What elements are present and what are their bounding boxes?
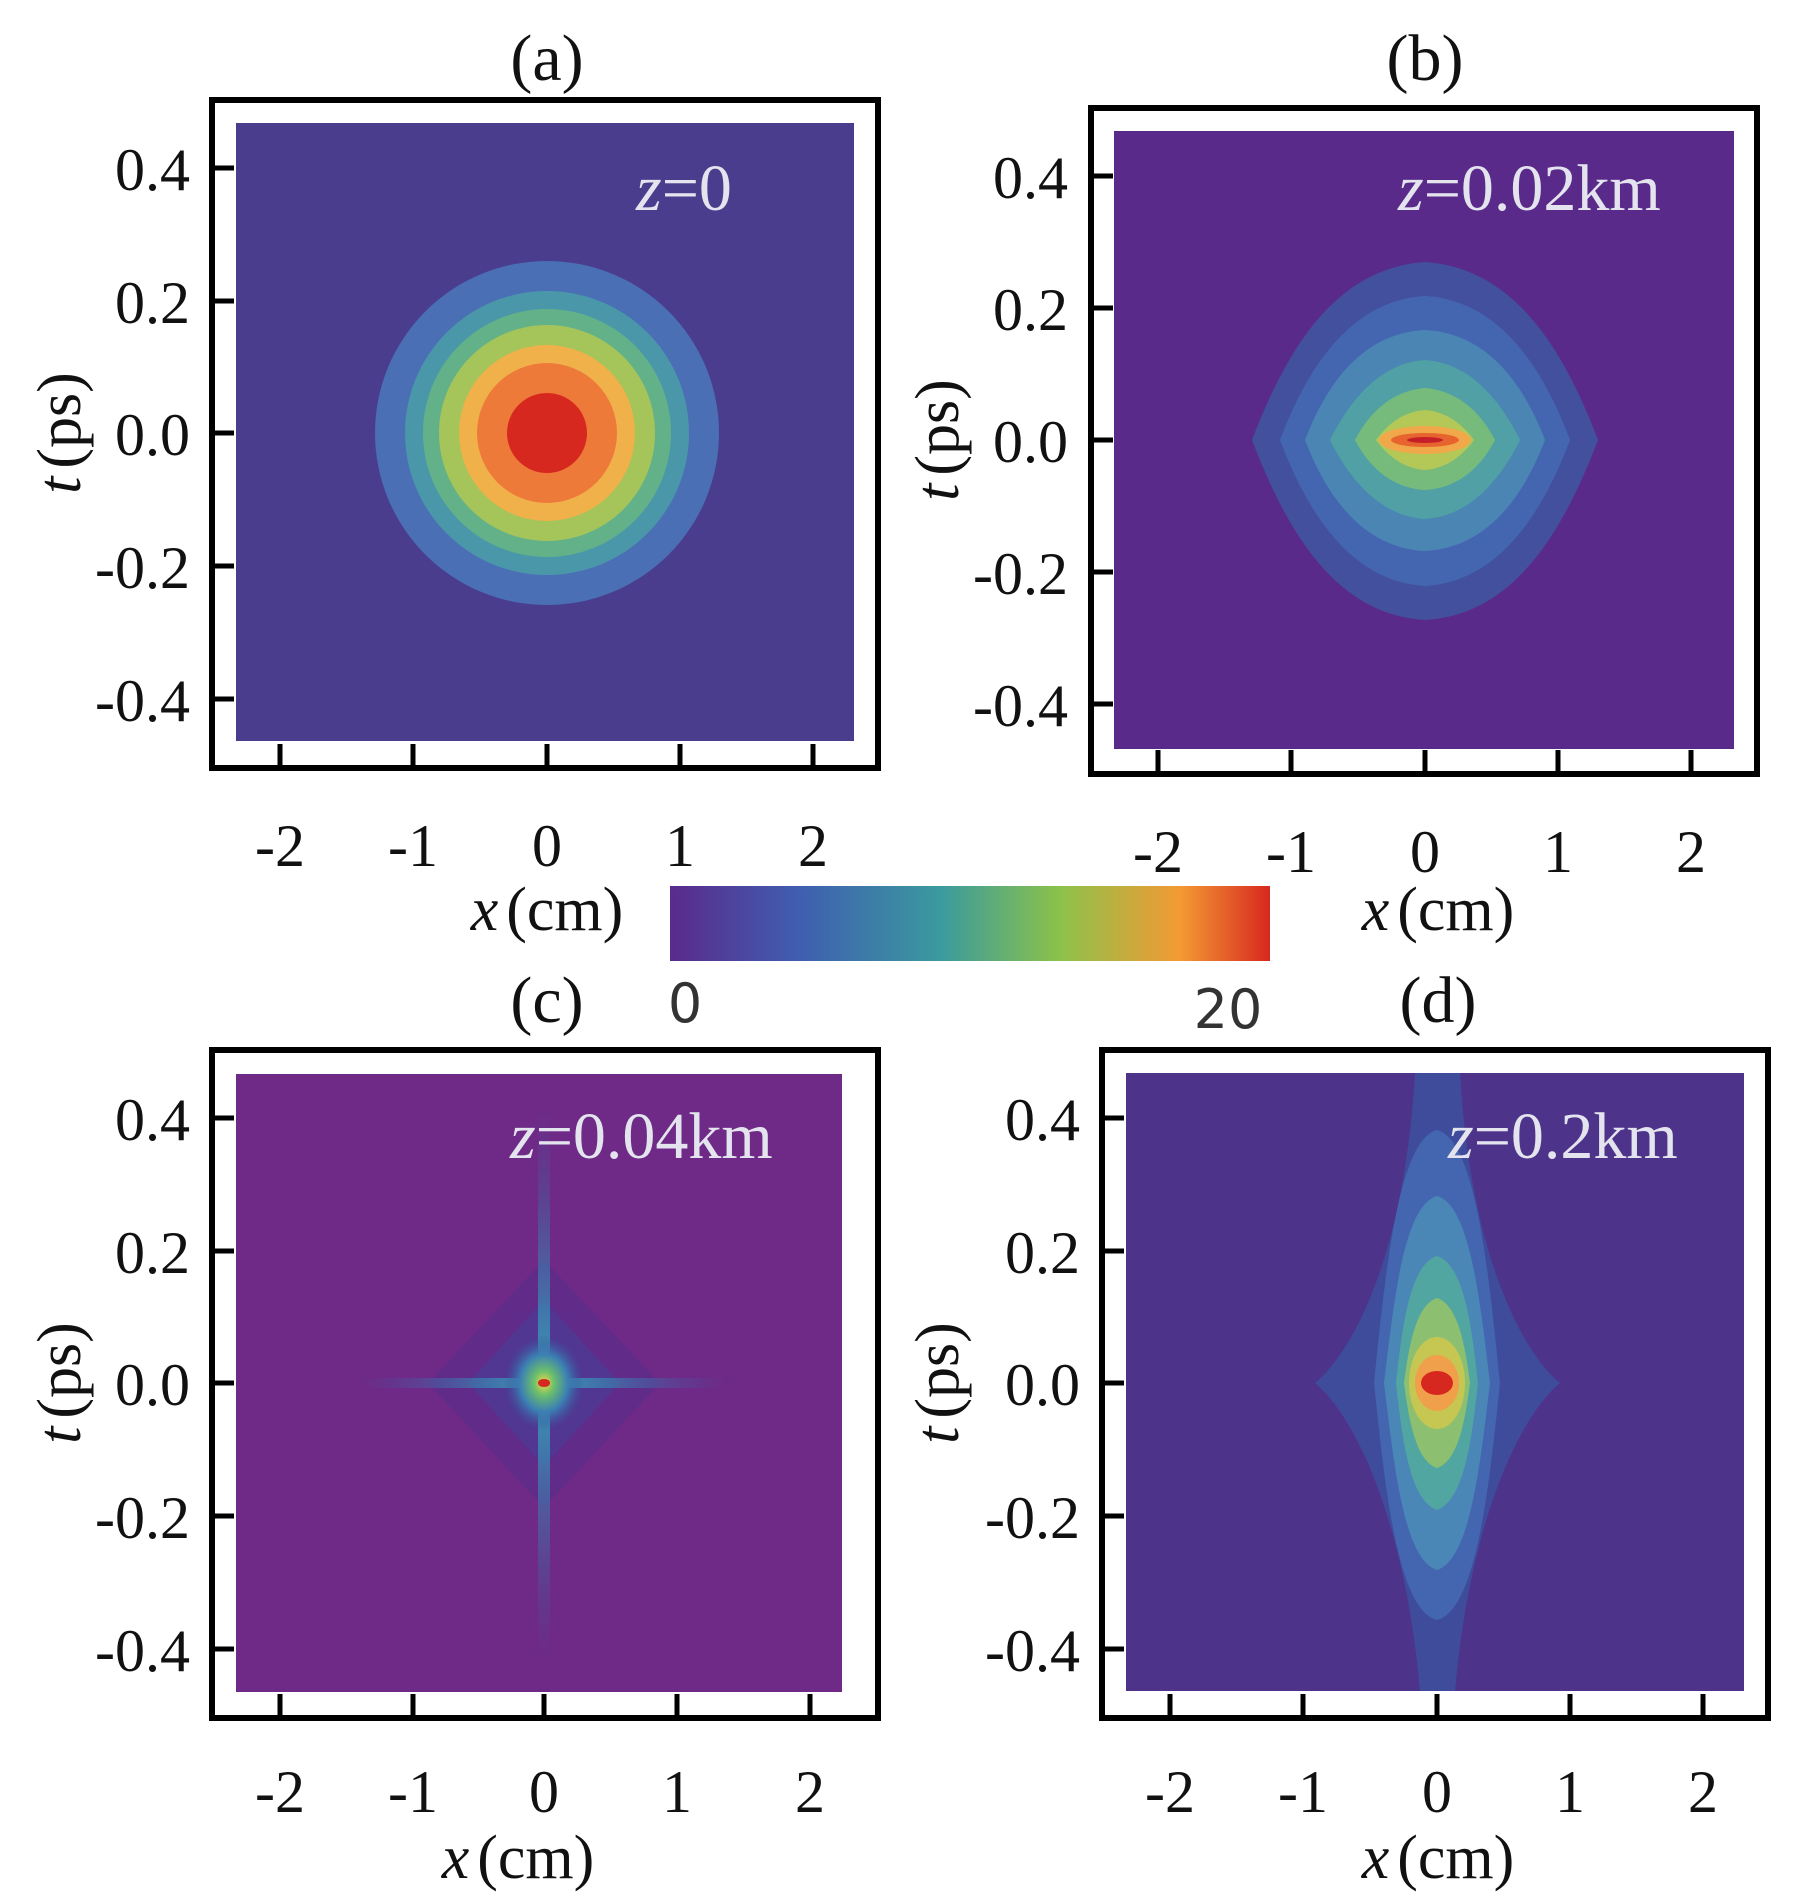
z-annotation: z=0: [635, 152, 732, 225]
x-tick-label: 2: [1688, 1759, 1718, 1825]
panel-label: (c): [510, 964, 583, 1037]
x-ticks: -2 -1 0 1 2: [1145, 1694, 1718, 1825]
colorbar: 0 20: [668, 886, 1270, 1041]
y-tick-label: 0.2: [115, 270, 190, 336]
x-tick-label: -2: [255, 813, 305, 879]
x-tick-label: 1: [1555, 1759, 1585, 1825]
x-tick-label: -2: [1145, 1759, 1195, 1825]
z-annotation: z=0.2km: [1447, 1100, 1678, 1173]
x-tick-label: 1: [1543, 819, 1573, 885]
heatmap-contours: [1252, 262, 1598, 620]
y-tick-label: 0.0: [993, 409, 1068, 475]
heatmap-contours: [1315, 1073, 1560, 1691]
x-tick-label: 1: [665, 813, 695, 879]
panel-d: (d) z=0.2km 0.4 0.2 0.0 -0.2 -0.4: [904, 964, 1771, 1892]
y-tick-label: -0.4: [973, 673, 1068, 739]
y-tick-label: -0.4: [985, 1618, 1080, 1684]
y-tick-label: -0.2: [985, 1485, 1080, 1551]
x-tick-label: -2: [1133, 819, 1183, 885]
x-tick-label: 0: [532, 813, 562, 879]
panel-label: (d): [1400, 964, 1477, 1037]
y-axis-label: t(ps): [26, 372, 94, 494]
colorbar-gradient: [670, 886, 1270, 961]
panel-c: (c) z=0.04km 0.4 0.2 0.0 -0.2 -0.4: [26, 964, 881, 1892]
x-tick-label: -1: [388, 813, 438, 879]
x-axis-label: x (cm): [470, 876, 624, 944]
y-tick-label: 0.0: [115, 402, 190, 468]
x-ticks: -2 -1 0 1 2: [255, 1694, 825, 1825]
y-tick-label: 0.2: [115, 1220, 190, 1286]
x-ticks: -2 -1 0 1 2: [255, 744, 828, 879]
heatmap-contours: [375, 261, 719, 605]
y-tick-label: 0.4: [993, 145, 1068, 211]
contour-peak: [1407, 437, 1443, 443]
z-annotation: z=0.04km: [509, 1100, 773, 1173]
x-ticks: -2 -1 0 1 2: [1133, 750, 1706, 885]
z-annotation: z=0.02km: [1397, 152, 1661, 225]
y-ticks: 0.4 0.2 0.0 -0.2 -0.4: [985, 1087, 1124, 1684]
x-tick-label: -1: [1278, 1759, 1328, 1825]
colorbar-max-label: 20: [1194, 978, 1263, 1041]
x-axis-label: x (cm): [1361, 1824, 1515, 1892]
y-ticks: 0.4 0.2 0.0 -0.2 -0.4: [973, 145, 1113, 739]
panel-label: (a): [510, 22, 583, 95]
panel-label: (b): [1387, 22, 1464, 95]
contour-peak: [538, 1379, 550, 1387]
y-tick-label: 0.4: [115, 137, 190, 203]
x-tick-label: 2: [798, 813, 828, 879]
x-axis-label: x (cm): [1361, 876, 1515, 944]
x-tick-label: 2: [1676, 819, 1706, 885]
y-axis-label: t(ps): [26, 1322, 94, 1444]
x-axis-label: x (cm): [441, 1824, 595, 1892]
y-tick-label: 0.2: [993, 277, 1068, 343]
panel-a: (a) z=0 0.4 0.2 0.0 -0.2 -0.4: [26, 22, 881, 944]
y-tick-label: 0.2: [1005, 1220, 1080, 1286]
x-tick-label: -1: [388, 1759, 438, 1825]
y-tick-label: -0.4: [95, 1618, 190, 1684]
x-tick-label: -1: [1266, 819, 1316, 885]
x-tick-label: -2: [255, 1759, 305, 1825]
y-tick-label: 0.4: [1005, 1087, 1080, 1153]
contour-peak: [1421, 1371, 1453, 1395]
y-axis-label: t(ps): [904, 1322, 972, 1444]
y-tick-label: 0.0: [1005, 1352, 1080, 1418]
y-tick-label: 0.4: [115, 1087, 190, 1153]
x-tick-label: 0: [529, 1759, 559, 1825]
x-tick-label: 0: [1410, 819, 1440, 885]
contour-peak: [507, 393, 587, 473]
colorbar-min-label: 0: [668, 972, 702, 1035]
y-tick-label: -0.4: [95, 668, 190, 734]
y-tick-label: -0.2: [95, 535, 190, 601]
y-tick-label: -0.2: [973, 541, 1068, 607]
y-ticks: 0.4 0.2 0.0 -0.2 -0.4: [95, 137, 234, 734]
heatmap-contours: [360, 1108, 728, 1658]
y-tick-label: -0.2: [95, 1485, 190, 1551]
y-tick-label: 0.0: [115, 1352, 190, 1418]
y-axis-label: t(ps): [904, 379, 972, 501]
panel-b: (b) z=0.02km 0.4 0.2 0.0 -0.2 -0.4: [904, 22, 1760, 944]
x-tick-label: 2: [795, 1759, 825, 1825]
y-ticks: 0.4 0.2 0.0 -0.2 -0.4: [95, 1087, 234, 1684]
x-tick-label: 0: [1422, 1759, 1452, 1825]
x-tick-label: 1: [662, 1759, 692, 1825]
